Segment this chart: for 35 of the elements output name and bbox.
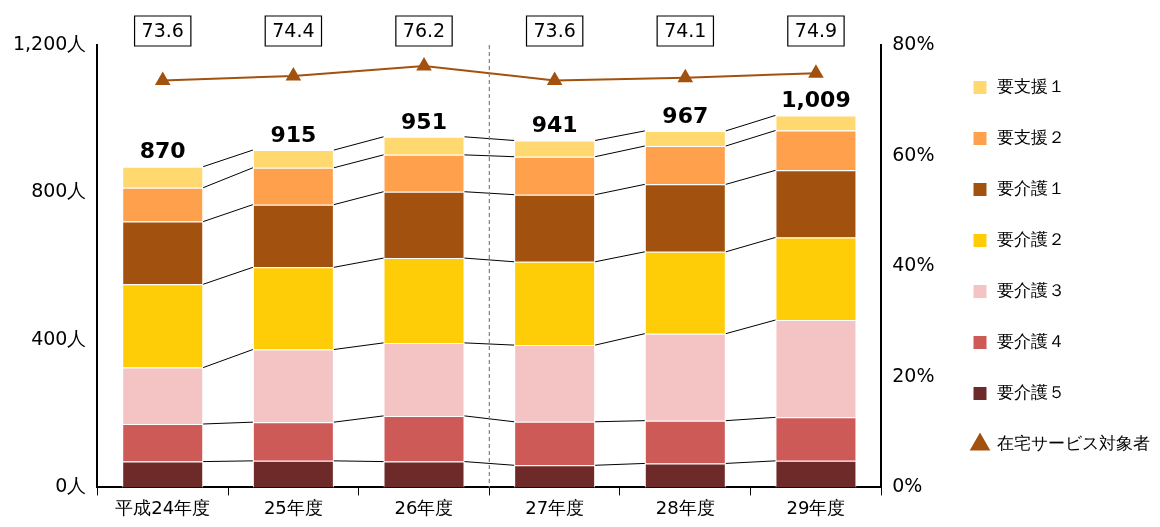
legend-label: 要介護２ xyxy=(997,228,1065,249)
legend-label: 要介護３ xyxy=(997,279,1065,300)
legend-label: 在宅サービス対象者 xyxy=(997,432,1150,453)
total-label: 967 xyxy=(662,102,709,128)
x-tick-label: 29年度 xyxy=(786,496,846,518)
y2-tick-label: 0% xyxy=(892,474,923,497)
legend-label: 要介護４ xyxy=(997,330,1065,351)
x-tick-label: 26年度 xyxy=(394,496,454,518)
data-label: 76.2 xyxy=(402,18,446,41)
y-tick-label: 0人 xyxy=(55,474,87,497)
legend-label: 要支援１ xyxy=(997,75,1065,96)
data-label: 73.6 xyxy=(141,18,184,41)
y2-tick-label: 20% xyxy=(892,363,935,386)
x-tick-label: 25年度 xyxy=(263,496,323,518)
legend-label: 要介護１ xyxy=(997,177,1065,198)
total-label: 951 xyxy=(401,108,447,134)
data-label: 74.4 xyxy=(272,18,315,41)
total-label: 915 xyxy=(270,121,317,147)
legend-label: 要介護５ xyxy=(997,381,1065,402)
y-tick-label: 800人 xyxy=(31,179,87,202)
x-tick-label: 平成24年度 xyxy=(115,496,211,518)
total-label: 941 xyxy=(531,112,578,138)
legend-label: 要支援２ xyxy=(997,126,1065,147)
total-label: 870 xyxy=(139,138,186,164)
y-tick-label: 1,200人 xyxy=(12,31,87,54)
y-tick-label: 400人 xyxy=(31,326,87,349)
data-label: 73.6 xyxy=(533,18,576,41)
y2-tick-label: 40% xyxy=(892,253,935,276)
x-tick-label: 28年度 xyxy=(655,496,715,518)
data-label: 74.1 xyxy=(664,18,707,41)
x-tick-label: 27年度 xyxy=(525,496,585,518)
total-label: 1,009 xyxy=(781,87,851,113)
y2-tick-label: 60% xyxy=(892,142,935,165)
y2-tick-label: 80% xyxy=(892,31,935,54)
data-label: 74.9 xyxy=(794,18,838,41)
